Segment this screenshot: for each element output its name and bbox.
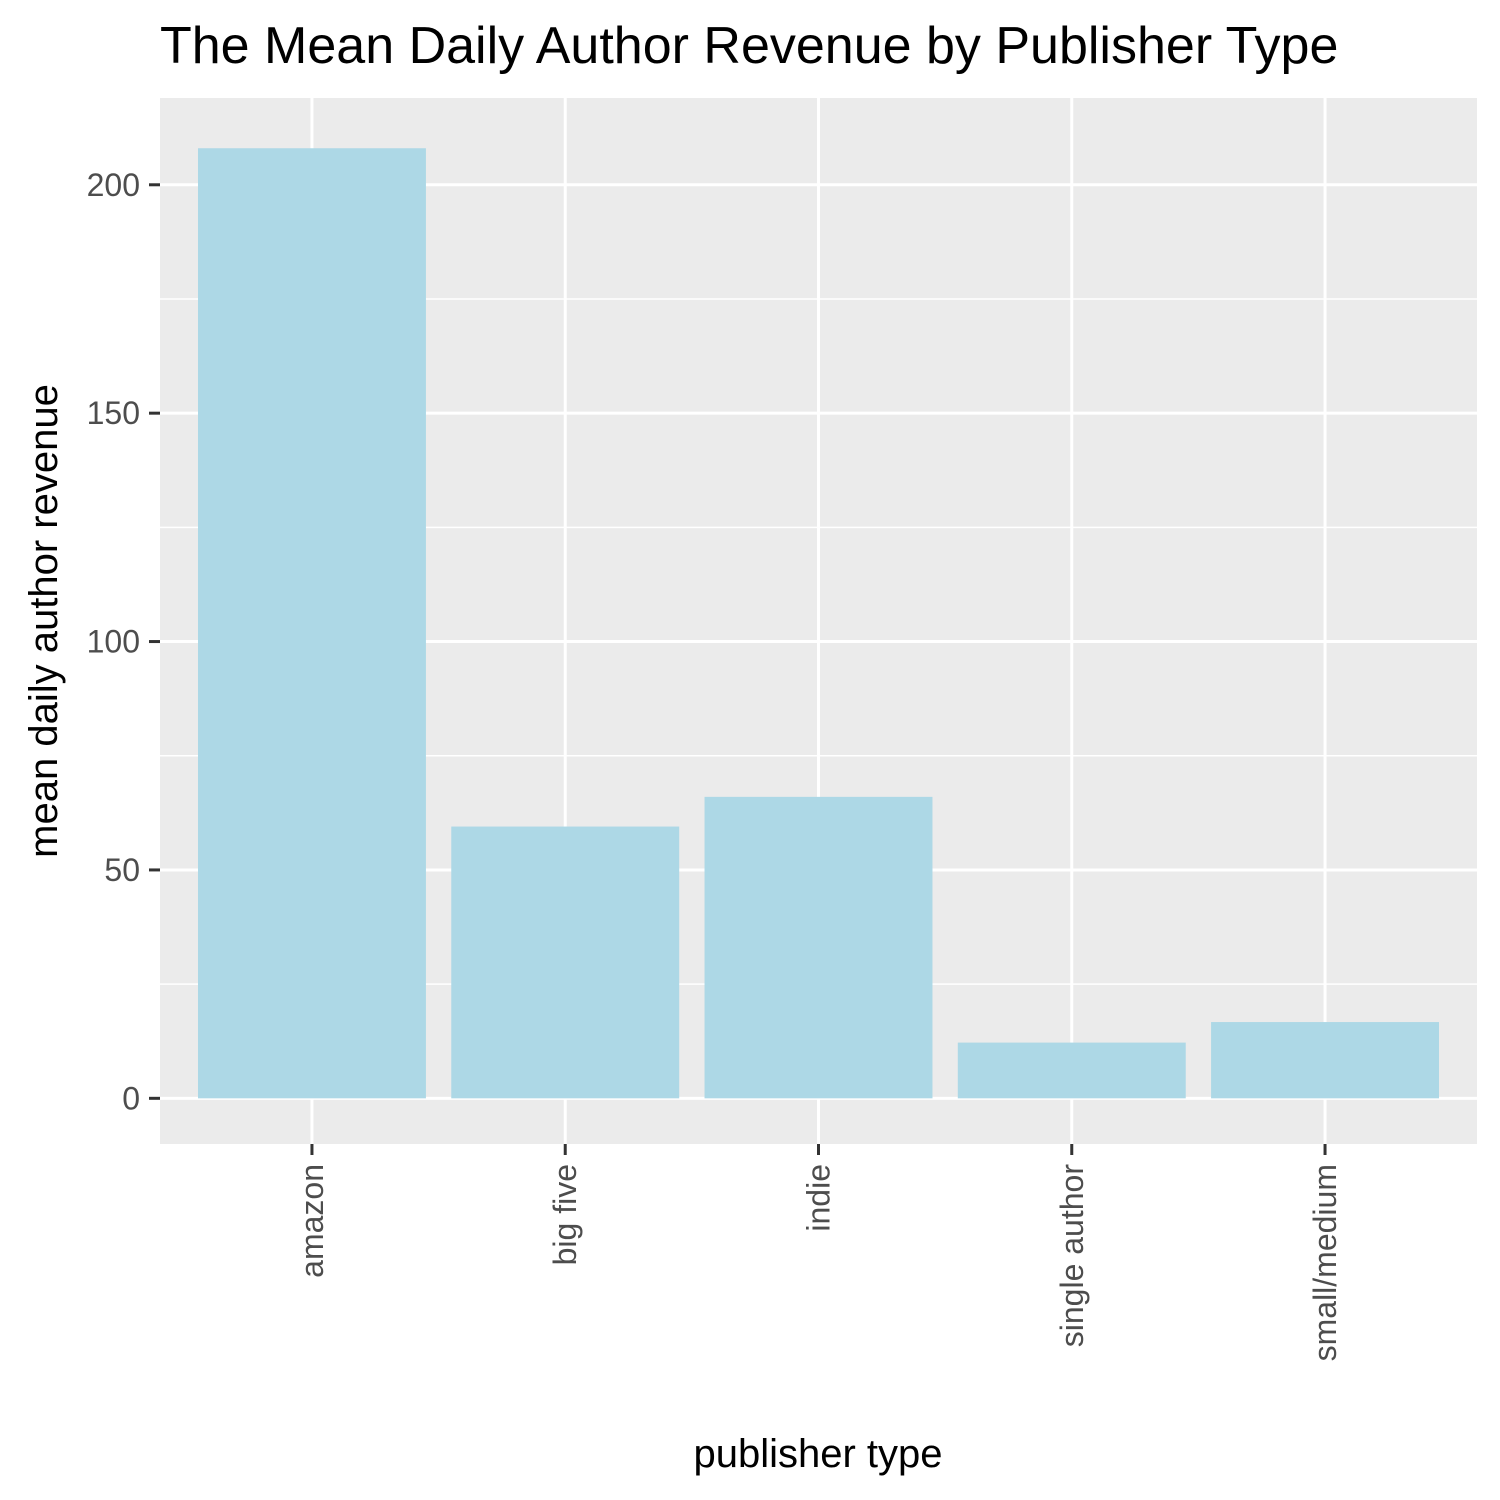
y-tick-label: 200 — [87, 167, 140, 203]
y-tick-label: 50 — [104, 852, 140, 888]
bar-small-medium — [1211, 1022, 1440, 1099]
x-tick-label: small/medium — [1307, 1164, 1343, 1361]
chart-title: The Mean Daily Author Revenue by Publish… — [160, 17, 1338, 75]
bar-big-five — [451, 826, 680, 1099]
bar-single-author — [957, 1042, 1186, 1099]
bar-indie — [704, 796, 933, 1099]
x-tick-label: big five — [547, 1164, 583, 1265]
x-tick-label: amazon — [294, 1164, 330, 1278]
y-tick-label: 0 — [122, 1080, 140, 1116]
x-axis-title: publisher type — [693, 1432, 942, 1476]
x-axis: amazon big five indie single author small/me… — [294, 1144, 1343, 1361]
x-tick-label: single author — [1054, 1164, 1090, 1348]
bars-group — [197, 148, 1440, 1099]
bar-amazon — [197, 148, 426, 1099]
y-axis-title: mean daily author revenue — [22, 384, 66, 858]
y-tick-label: 100 — [87, 624, 140, 660]
y-axis: 0 50 100 150 200 — [87, 167, 160, 1116]
x-tick-label: indie — [801, 1164, 837, 1232]
y-tick-label: 150 — [87, 395, 140, 431]
